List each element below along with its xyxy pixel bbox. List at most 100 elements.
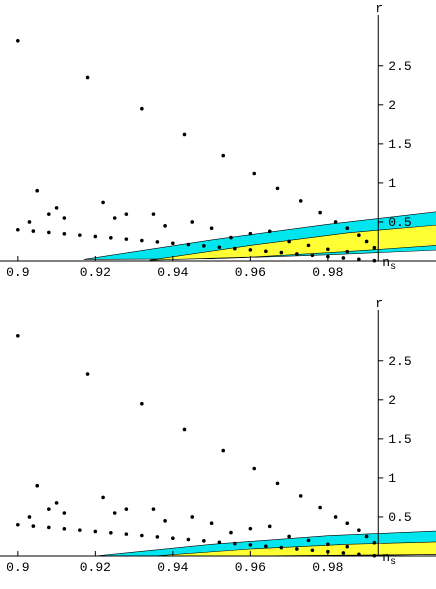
x-tick-label: 0.96	[235, 560, 266, 575]
data-point	[341, 551, 346, 555]
data-point	[151, 507, 156, 511]
data-point	[182, 427, 187, 432]
data-point	[93, 234, 98, 239]
data-point	[35, 483, 40, 488]
data-point	[221, 153, 226, 158]
y-tick-label: 0.5	[388, 510, 411, 525]
data-point	[85, 75, 90, 80]
data-point	[101, 200, 105, 205]
data-point	[252, 466, 257, 471]
data-point	[54, 206, 59, 210]
data-point	[151, 212, 156, 216]
data-point	[62, 511, 67, 515]
data-point	[31, 524, 36, 528]
data-point	[140, 533, 144, 538]
data-point	[333, 220, 338, 224]
data-point	[264, 249, 268, 254]
data-point	[221, 448, 226, 453]
data-point	[31, 229, 36, 233]
data-point	[182, 132, 187, 137]
y-tick-label: 2.5	[388, 354, 411, 369]
data-point	[364, 239, 369, 244]
data-point	[186, 242, 191, 247]
data-point	[190, 515, 195, 519]
data-point	[62, 216, 67, 220]
data-point	[54, 501, 59, 505]
data-point	[287, 239, 291, 244]
data-point	[318, 505, 322, 510]
data-point	[35, 188, 40, 193]
data-point	[372, 553, 377, 558]
data-point	[372, 540, 377, 545]
x-tick-label: 0.9	[6, 560, 29, 575]
data-point	[233, 246, 237, 251]
chart: 0.9 0.92 0.94 0.96 0.98 0.5 1 1.5 2 2.5 r ns	[0, 296, 436, 575]
data-point	[16, 38, 20, 43]
data-point	[124, 507, 129, 511]
data-point	[364, 534, 369, 539]
x-tick-label: 0.9	[6, 265, 29, 280]
data-point	[140, 401, 144, 406]
data-point	[47, 507, 51, 511]
y-tick-label: 2.5	[388, 59, 411, 74]
confidence-region	[149, 224, 436, 261]
y-axis-label: r	[375, 1, 383, 16]
data-point	[345, 544, 350, 549]
y-tick-label: 1.5	[388, 137, 411, 152]
data-point	[124, 212, 129, 216]
data-point	[27, 220, 32, 224]
data-point	[27, 515, 32, 519]
x-tick-label: 0.98	[312, 560, 343, 575]
data-point	[62, 232, 67, 236]
data-point	[306, 243, 311, 248]
data-point	[47, 230, 51, 235]
data-point	[229, 530, 233, 535]
data-point	[333, 515, 338, 519]
x-tick-label: 0.94	[157, 265, 188, 280]
data-point	[16, 227, 20, 232]
data-point	[155, 535, 160, 539]
data-point	[345, 249, 350, 254]
data-point	[209, 521, 214, 525]
data-point	[248, 248, 253, 252]
data-point	[190, 220, 195, 224]
x-tick-label: 0.94	[157, 560, 188, 575]
data-point	[248, 526, 253, 531]
data-point	[109, 531, 113, 535]
y-tick-label: 1	[388, 471, 396, 486]
data-point	[267, 229, 272, 234]
x-axis-label: ns	[382, 550, 396, 568]
data-point	[62, 527, 67, 531]
data-point	[267, 524, 272, 529]
data-point	[209, 226, 214, 230]
data-point	[310, 548, 315, 553]
data-point	[109, 236, 113, 240]
x-axis-label-sub: s	[390, 557, 396, 568]
data-point	[171, 536, 175, 540]
data-point	[287, 534, 291, 539]
data-point	[233, 541, 237, 546]
data-point	[295, 252, 299, 256]
data-point	[217, 245, 222, 250]
data-point	[163, 224, 167, 228]
data-point	[124, 237, 129, 241]
data-point	[345, 226, 350, 230]
y-tick-label: 1	[388, 176, 396, 191]
y-tick-label: 1.5	[388, 432, 411, 447]
data-point	[357, 552, 361, 557]
x-axis-label-sub: s	[390, 262, 396, 273]
data-point	[372, 245, 377, 250]
data-point	[357, 233, 361, 238]
data-point	[264, 544, 268, 549]
x-tick-label: 0.96	[235, 265, 266, 280]
data-point	[357, 257, 361, 262]
data-point	[279, 250, 284, 255]
x-tick-label: 0.98	[312, 265, 343, 280]
data-point	[163, 519, 167, 523]
data-point	[140, 238, 144, 243]
data-point	[202, 539, 206, 543]
data-point	[101, 495, 105, 500]
data-point	[372, 258, 377, 263]
data-point	[85, 372, 90, 376]
